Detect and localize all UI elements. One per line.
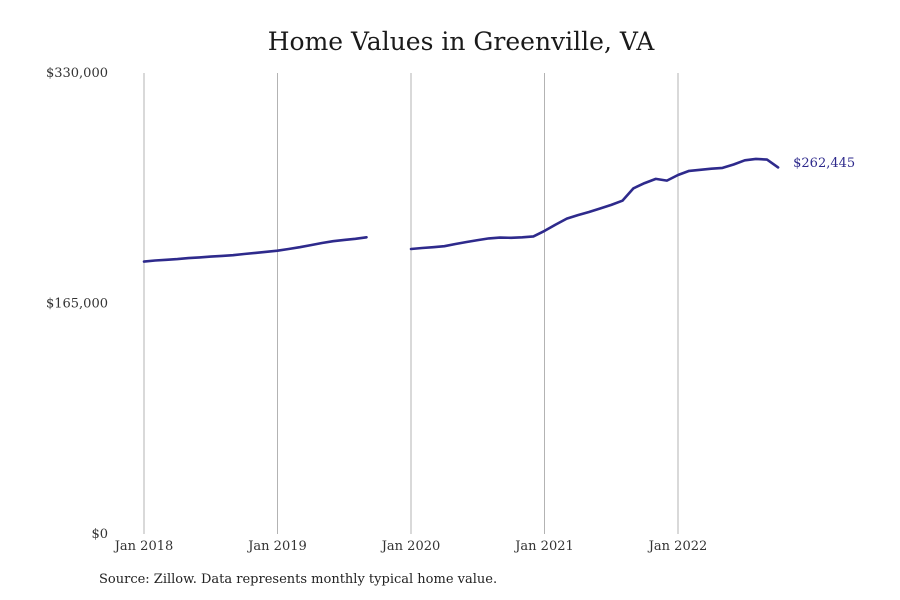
y-axis-ticks: $330,000 $165,000 $0 bbox=[46, 66, 108, 542]
series-line-segment bbox=[142, 236, 368, 263]
home-value-series bbox=[142, 157, 780, 263]
series-line-segment bbox=[409, 157, 780, 251]
y-tick-label: $0 bbox=[91, 527, 108, 542]
source-note: Source: Zillow. Data represents monthly … bbox=[99, 572, 498, 587]
gridlines bbox=[143, 73, 679, 534]
x-tick-label: Jan 2020 bbox=[380, 539, 441, 554]
x-tick-label: Jan 2018 bbox=[113, 539, 174, 554]
x-tick-label: Jan 2022 bbox=[647, 539, 708, 554]
x-axis-ticks: Jan 2018 Jan 2019 Jan 2020 Jan 2021 Jan 2022 bbox=[113, 539, 708, 554]
y-tick-label: $165,000 bbox=[46, 297, 108, 312]
y-tick-label: $330,000 bbox=[46, 66, 108, 81]
end-value-label: $262,445 bbox=[793, 156, 855, 171]
chart-title: Home Values in Greenville, VA bbox=[267, 27, 655, 56]
x-tick-label: Jan 2019 bbox=[246, 539, 307, 554]
x-tick-label: Jan 2021 bbox=[513, 539, 574, 554]
